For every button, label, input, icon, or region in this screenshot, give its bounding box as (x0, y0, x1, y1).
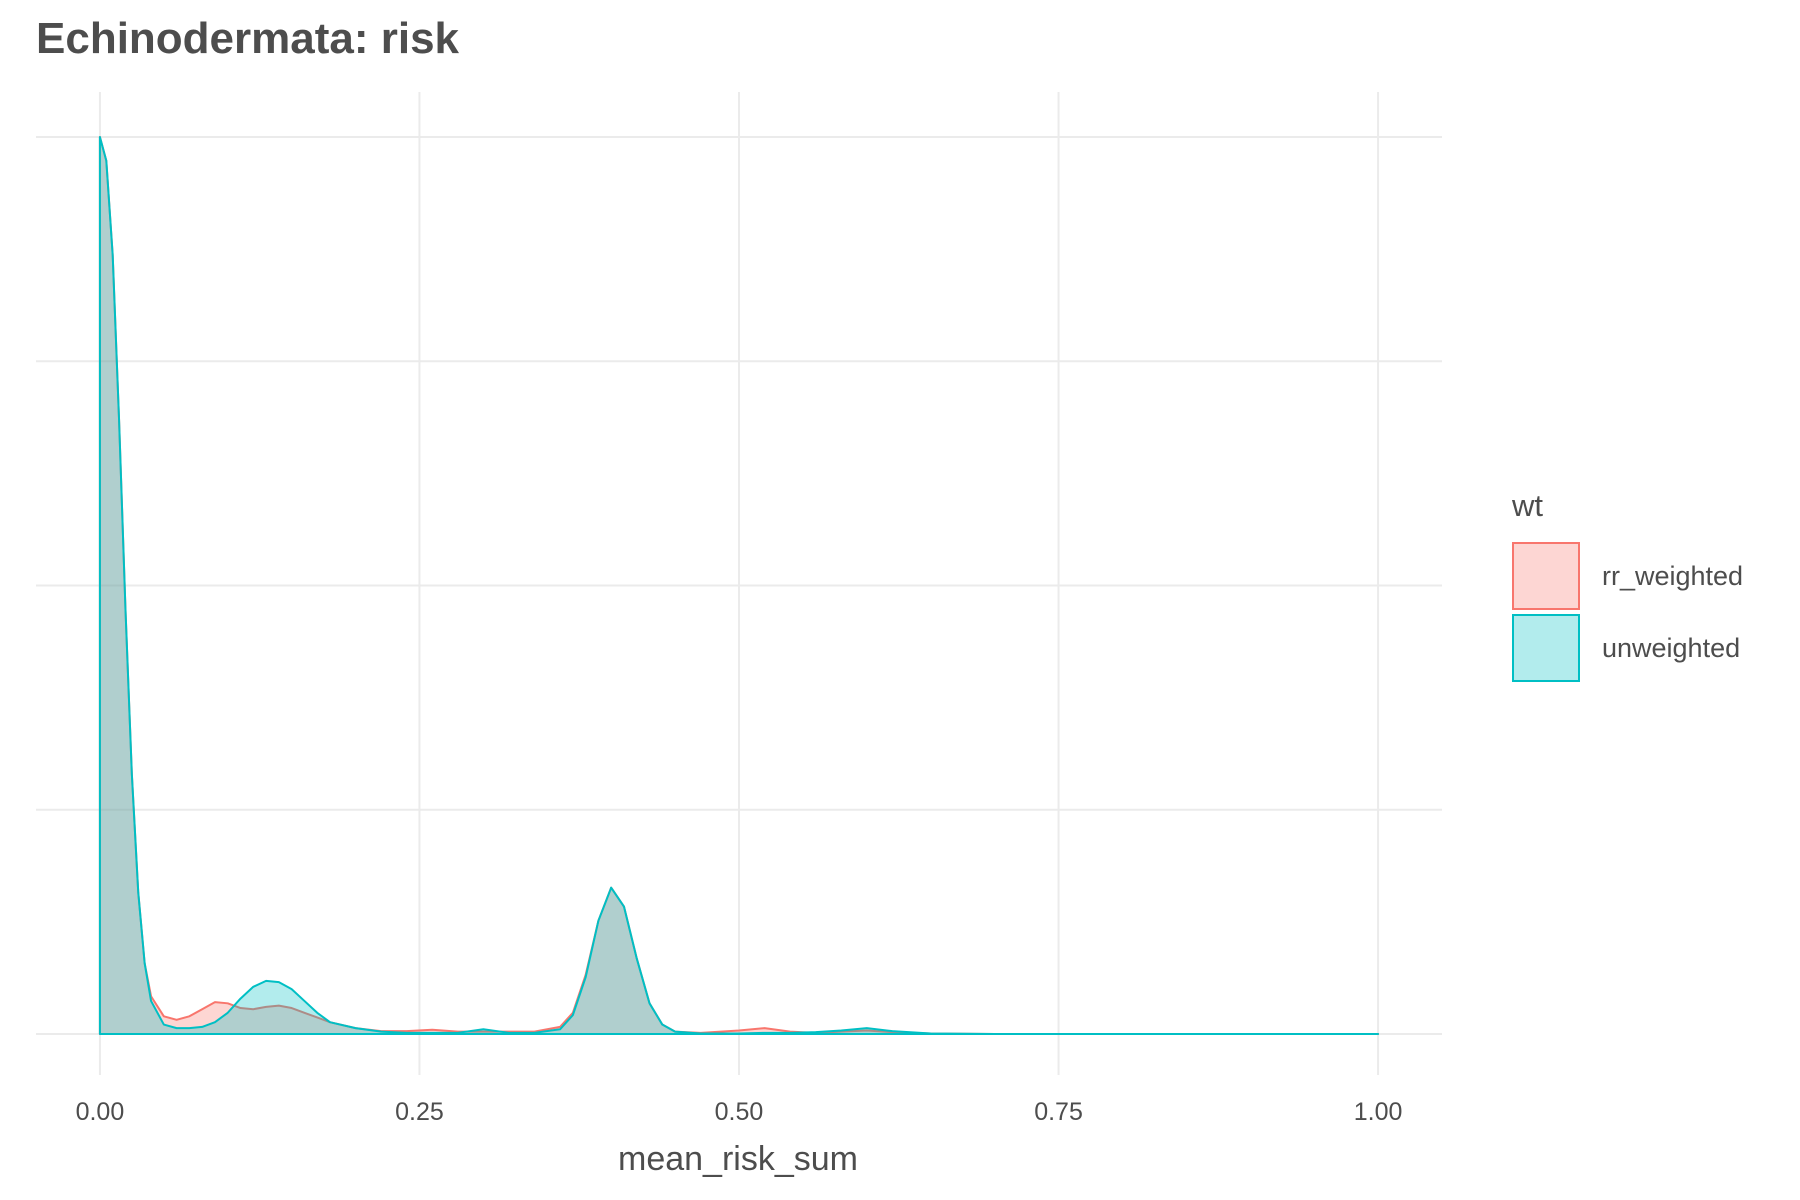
legend-label-rr-weighted: rr_weighted (1602, 560, 1744, 591)
x-tick-label-2: 0.50 (715, 1098, 764, 1126)
x-axis-title: mean_risk_sum (618, 1140, 858, 1178)
legend-item-rr-weighted: rr_weighted (1512, 540, 1743, 612)
x-tick-label-3: 0.75 (1034, 1098, 1083, 1126)
chart-title: Echinodermata: risk (36, 14, 460, 63)
legend-item-unweighted: unweighted (1512, 612, 1743, 684)
series-layer (98, 136, 1380, 1035)
legend-title: wt (1512, 488, 1543, 523)
legend: wt rr_weighted unweighted (1512, 488, 1743, 684)
density-area-unweighted (98, 136, 1380, 1035)
x-tick-label-4: 1.00 (1354, 1098, 1403, 1126)
legend-label-unweighted: unweighted (1602, 632, 1741, 663)
x-tick-label-0: 0.00 (76, 1098, 125, 1126)
tick-layer: 0.00 0.25 0.50 0.75 1.00 (76, 1098, 1403, 1126)
legend-swatch-unweighted (1512, 614, 1580, 682)
legend-swatch-rr-weighted (1512, 542, 1580, 610)
grid-layer (36, 92, 1442, 1075)
x-tick-label-1: 0.25 (395, 1098, 444, 1126)
